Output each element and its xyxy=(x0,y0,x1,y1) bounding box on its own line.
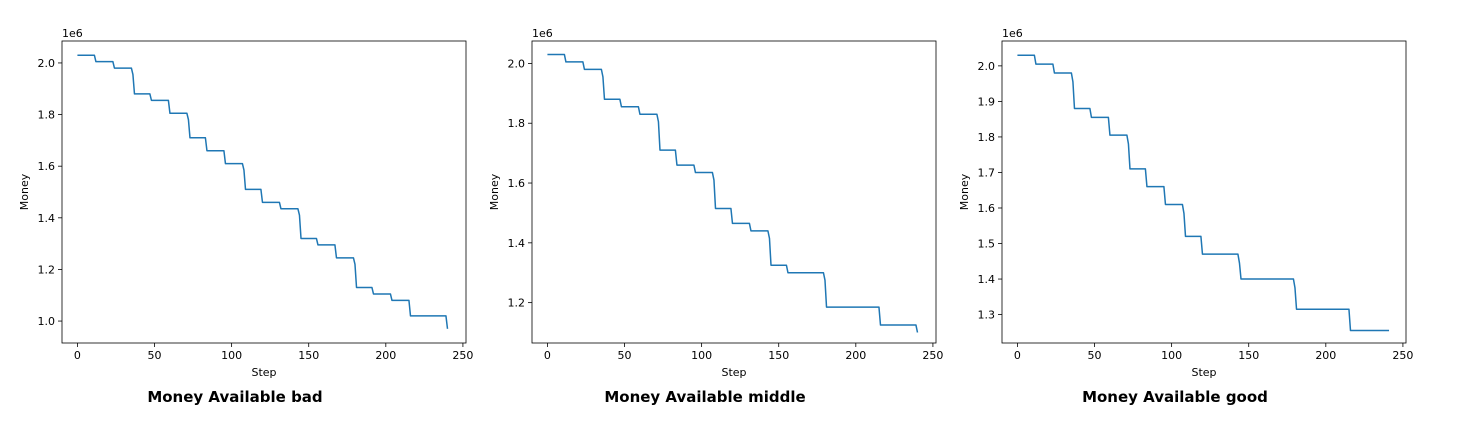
chart-bad: 0 50 100 150 200 250 1.0 1.2 1.4 1.6 1.8 2.0 1e6 Step… xyxy=(18,27,473,379)
y-tick-label: 2.0 xyxy=(38,57,56,70)
x-tick-label: 50 xyxy=(148,349,162,362)
y-tick-label: 1.8 xyxy=(978,131,996,144)
chart-middle: 0 50 100 150 200 250 1.2 1.4 1.6 1.8 2.0 1e6 Step Mon… xyxy=(488,27,943,379)
x-axis-label: Step xyxy=(721,366,746,379)
y-tick-label: 1.5 xyxy=(978,238,996,251)
y-offset-label: 1e6 xyxy=(62,27,83,40)
y-tick-label: 1.6 xyxy=(508,177,526,190)
x-tick-label: 100 xyxy=(221,349,242,362)
x-tick-label: 50 xyxy=(1088,349,1102,362)
y-tick-label: 2.0 xyxy=(508,57,526,70)
x-tick-label: 0 xyxy=(544,349,551,362)
x-tick-label: 100 xyxy=(1161,349,1182,362)
x-axis-label: Step xyxy=(251,366,276,379)
y-tick-label: 2.0 xyxy=(978,60,996,73)
y-tick-label: 1.4 xyxy=(978,273,996,286)
x-tick-label: 0 xyxy=(74,349,81,362)
y-tick-label: 1.6 xyxy=(38,160,56,173)
y-axis-label: Money xyxy=(488,173,501,210)
y-axis-label: Money xyxy=(958,173,971,210)
y-tick-label: 1.2 xyxy=(508,297,526,310)
chart-panel-good: 0 50 100 150 200 250 1.3 1.4 1.5 1.6 1.7 1.8 1.9 2.0 1… xyxy=(940,0,1413,444)
x-tick-label: 150 xyxy=(298,349,319,362)
y-tick-label: 1.4 xyxy=(508,237,526,250)
chart-panel-bad: 0 50 100 150 200 250 1.0 1.2 1.4 1.6 1.8 2.0 1e6 Step… xyxy=(0,0,473,444)
chart-panel-middle: 0 50 100 150 200 250 1.2 1.4 1.6 1.8 2.0 1e6 Step Mon… xyxy=(470,0,943,444)
y-tick-label: 1.4 xyxy=(38,212,56,225)
chart-good: 0 50 100 150 200 250 1.3 1.4 1.5 1.6 1.7 1.8 1.9 2.0 1… xyxy=(958,27,1413,379)
x-tick-label: 150 xyxy=(768,349,789,362)
x-tick-label: 250 xyxy=(452,349,473,362)
y-tick-label: 1.9 xyxy=(978,95,996,108)
series-line xyxy=(1017,54,1390,332)
y-offset-label: 1e6 xyxy=(532,27,553,40)
y-axis-label: Money xyxy=(18,173,31,210)
x-tick-label: 200 xyxy=(1315,349,1336,362)
plot-frame xyxy=(61,40,467,344)
x-axis-label: Step xyxy=(1191,366,1216,379)
y-tick-label: 1.8 xyxy=(38,109,56,122)
chart-title-middle: Money Available middle xyxy=(604,388,806,406)
y-tick-label: 1.7 xyxy=(978,166,996,179)
y-tick-label: 1.8 xyxy=(508,117,526,130)
x-tick-label: 200 xyxy=(845,349,866,362)
chart-title-bad: Money Available bad xyxy=(147,388,323,406)
series-line xyxy=(77,54,449,329)
x-tick-label: 0 xyxy=(1014,349,1021,362)
y-tick-label: 1.0 xyxy=(38,315,56,328)
chart-title-good: Money Available good xyxy=(1082,388,1268,406)
x-tick-label: 250 xyxy=(922,349,943,362)
y-tick-label: 1.2 xyxy=(38,263,56,276)
x-tick-label: 50 xyxy=(618,349,632,362)
x-tick-label: 200 xyxy=(375,349,396,362)
series-line xyxy=(547,53,919,333)
plot-frame xyxy=(1001,40,1407,344)
y-tick-label: 1.6 xyxy=(978,202,996,215)
x-tick-label: 100 xyxy=(691,349,712,362)
y-tick-label: 1.3 xyxy=(978,309,996,322)
y-offset-label: 1e6 xyxy=(1002,27,1023,40)
x-tick-label: 150 xyxy=(1238,349,1259,362)
x-tick-label: 250 xyxy=(1392,349,1413,362)
plot-frame xyxy=(531,40,937,344)
